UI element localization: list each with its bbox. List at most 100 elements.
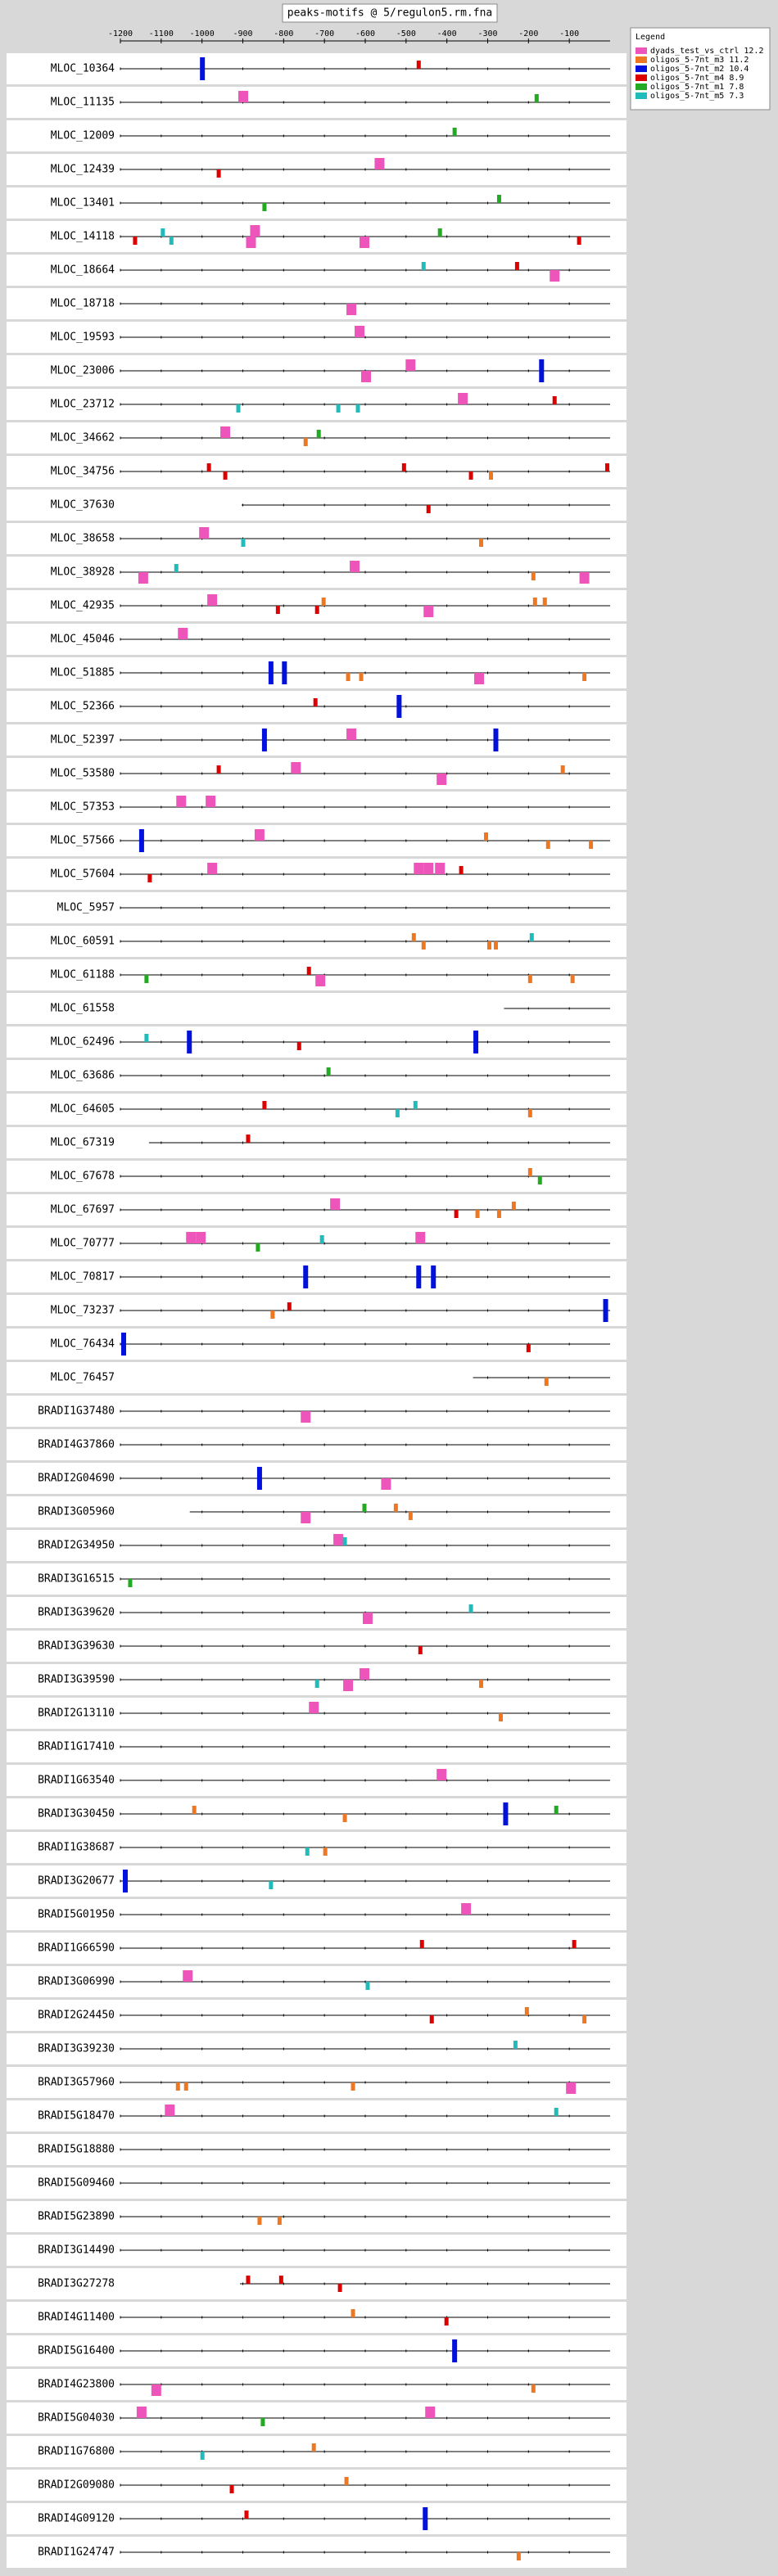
motif-site <box>287 1302 292 1311</box>
motif-site <box>531 572 536 580</box>
motif-site <box>537 1176 542 1184</box>
motif-site <box>346 304 357 315</box>
row-label: MLOC_52366 <box>51 701 115 713</box>
legend-box <box>630 27 771 111</box>
row-label: MLOC_13401 <box>51 197 115 210</box>
motif-site <box>360 1668 370 1680</box>
row-label: MLOC_34756 <box>51 466 115 478</box>
row-label: BRADI1G38687 <box>38 1842 115 1854</box>
motif-site <box>206 796 216 807</box>
row-label: MLOC_34662 <box>51 432 115 444</box>
motif-site <box>244 2511 249 2519</box>
motif-site <box>544 1378 549 1386</box>
x-tick-label: -1200 <box>108 29 133 38</box>
legend-label: oligos_5-7nt_m3 11.2 <box>650 56 749 65</box>
x-tick-label: -1000 <box>190 29 215 38</box>
row-label: MLOC_23006 <box>51 365 115 377</box>
row-label: BRADI5G18880 <box>38 2144 115 2156</box>
motif-site <box>566 2082 577 2094</box>
motif-site <box>330 1198 341 1210</box>
motif-site <box>529 933 534 941</box>
row-label: MLOC_67678 <box>51 1171 115 1183</box>
motif-site <box>514 262 519 270</box>
row-label: BRADI4G11400 <box>38 2312 115 2324</box>
motif-site <box>511 1202 516 1210</box>
motif-site <box>414 863 424 874</box>
motif-site <box>269 1881 274 1889</box>
motif-site <box>207 594 218 606</box>
legend-label: oligos_5-7nt_m5 7.3 <box>650 92 744 101</box>
motif-site <box>421 262 426 270</box>
motif-site <box>136 2407 147 2418</box>
row-label: BRADI3G06990 <box>38 1976 115 1988</box>
row-label: BRADI3G39630 <box>38 1640 115 1653</box>
row-label: BRADI5G04030 <box>38 2412 115 2425</box>
x-tick-label: -700 <box>314 29 334 38</box>
x-tick-label: -600 <box>355 29 375 38</box>
motif-site <box>423 2507 428 2530</box>
motif-site <box>560 765 565 774</box>
row-label: MLOC_67697 <box>51 1204 115 1216</box>
motif-site <box>426 505 431 513</box>
motif-site <box>256 1467 262 1490</box>
motif-site <box>151 2384 161 2396</box>
motif-site <box>144 1034 149 1042</box>
motif-site <box>359 673 364 681</box>
motif-site <box>531 2384 536 2393</box>
row-label: MLOC_60591 <box>51 936 115 948</box>
row-label: BRADI2G13110 <box>38 1708 115 1720</box>
row-label: MLOC_63686 <box>51 1070 115 1082</box>
motif-site <box>262 1101 267 1109</box>
motif-site <box>458 393 468 404</box>
row-label: MLOC_5957 <box>57 902 115 914</box>
motif-site <box>468 471 473 480</box>
x-tick-label: -200 <box>518 29 538 38</box>
motif-site <box>527 1109 532 1117</box>
motif-site <box>200 2452 205 2460</box>
motif-site <box>120 1333 126 1356</box>
row-label: MLOC_12439 <box>51 164 115 176</box>
row-label: BRADI2G04690 <box>38 1473 115 1485</box>
legend-swatch <box>636 65 647 72</box>
motif-site <box>577 237 581 245</box>
motif-site <box>436 1769 447 1780</box>
motif-site <box>381 1478 391 1490</box>
row-label: MLOC_23712 <box>51 399 115 411</box>
motif-site <box>484 832 489 841</box>
motif-site <box>311 2443 316 2452</box>
motif-site <box>552 396 557 404</box>
motif-site <box>344 2477 349 2485</box>
motif-site <box>282 661 287 684</box>
motif-site <box>277 2217 282 2225</box>
row-label: MLOC_18664 <box>51 264 115 277</box>
motif-site <box>473 1031 479 1053</box>
motif-site <box>199 527 210 539</box>
motif-site <box>306 967 311 975</box>
motif-site <box>401 463 406 471</box>
legend-label: oligos_5-7nt_m4 8.9 <box>650 74 744 83</box>
motif-site <box>423 863 434 874</box>
row-label: BRADI3G27278 <box>38 2278 115 2290</box>
motif-site <box>144 975 149 983</box>
motif-site <box>257 2217 262 2225</box>
motif-site <box>268 661 274 684</box>
row-label: MLOC_51885 <box>51 667 115 679</box>
motif-site <box>539 359 545 382</box>
motif-site <box>333 1534 344 1545</box>
motif-site <box>183 2082 188 2091</box>
motif-site <box>342 1537 347 1545</box>
title-box <box>282 3 498 23</box>
motif-site <box>479 1680 484 1688</box>
motif-site <box>542 598 547 606</box>
motif-site <box>374 158 385 169</box>
row-label: BRADI2G34950 <box>38 1540 115 1552</box>
motif-site <box>475 1210 480 1218</box>
motif-site <box>260 2418 265 2426</box>
motif-site <box>200 57 206 80</box>
legend-label: dyads_test_vs_ctrl 12.2 <box>650 47 763 56</box>
motif-site <box>554 1806 559 1814</box>
legend-label: oligos_5-7nt_m1 7.8 <box>650 83 744 92</box>
motif-site <box>486 941 491 950</box>
motif-site <box>545 841 550 849</box>
